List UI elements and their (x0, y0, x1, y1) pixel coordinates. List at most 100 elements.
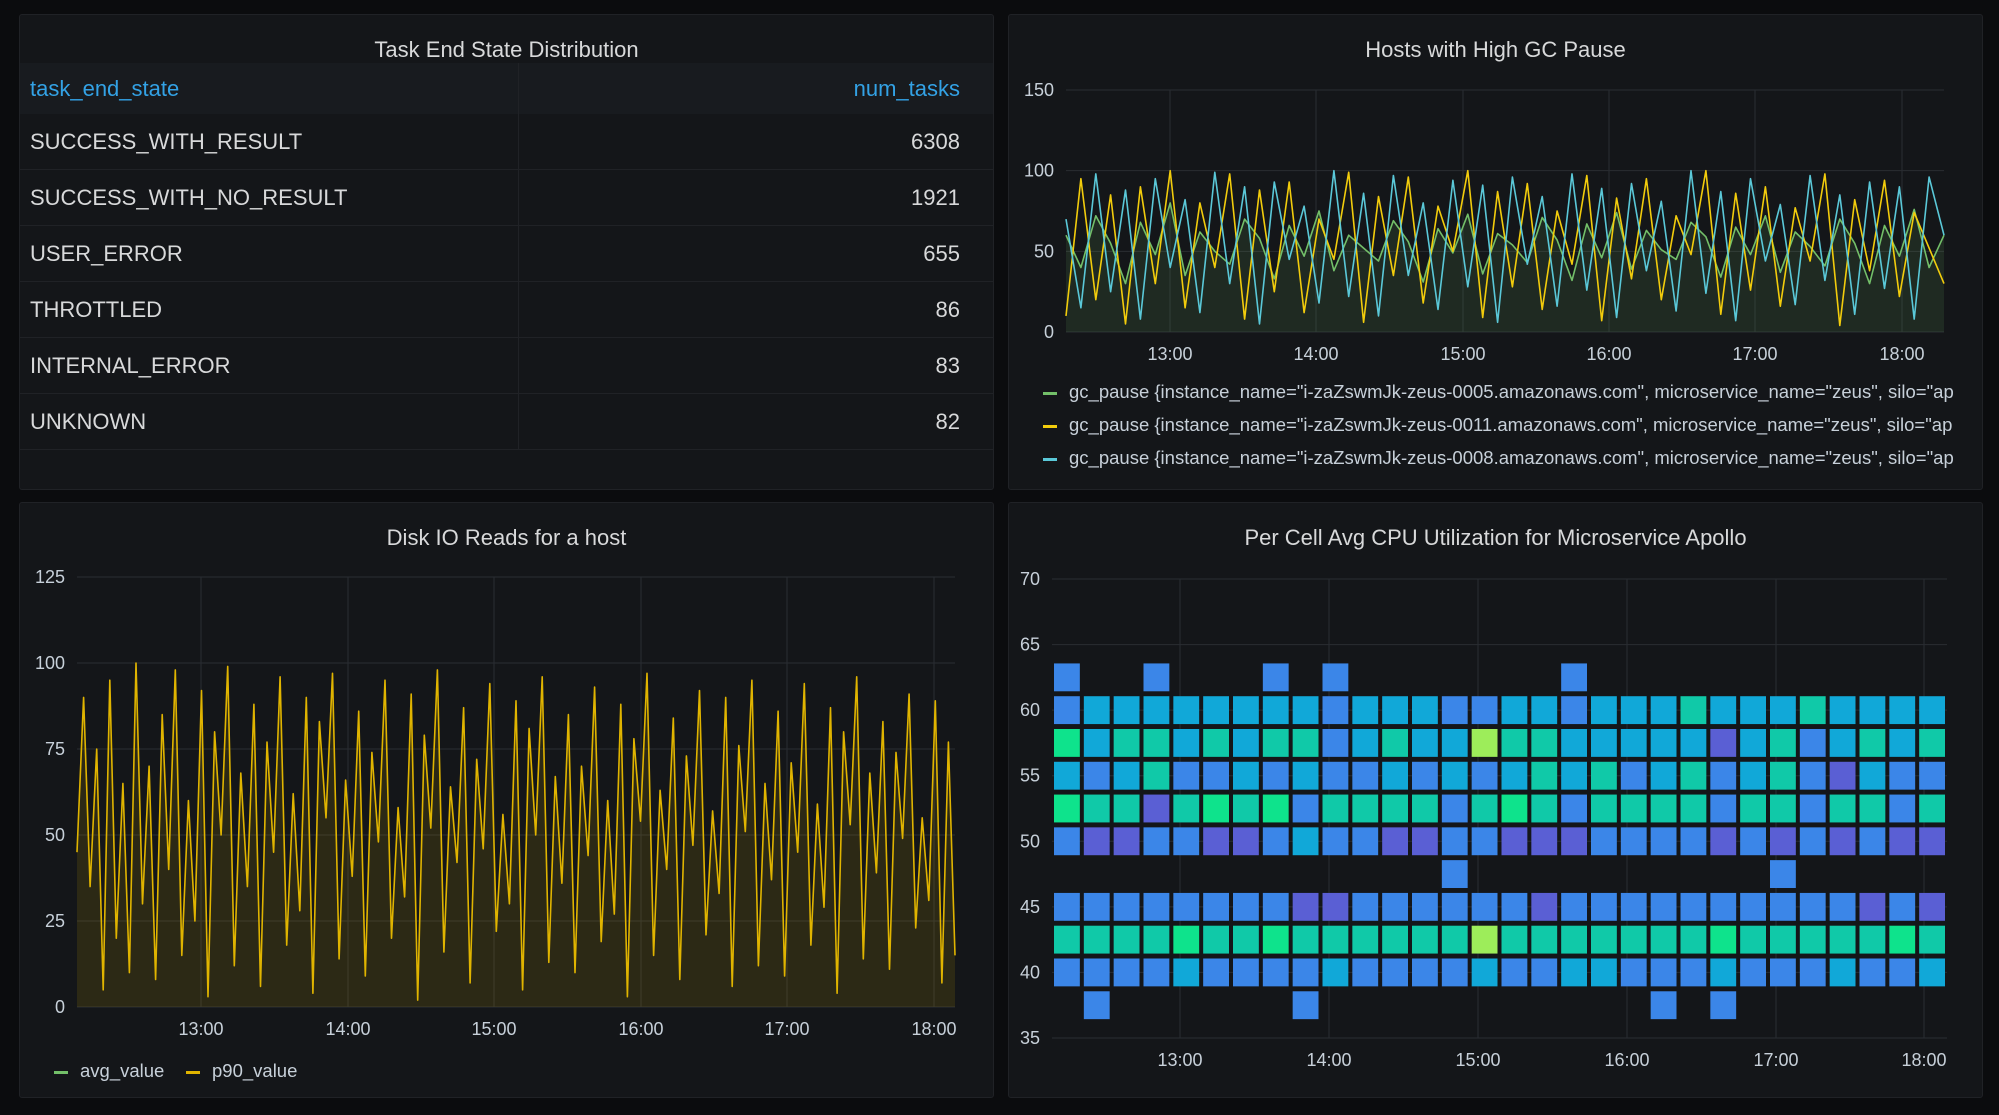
heatmap-cell (1501, 794, 1528, 823)
heatmap-cell (1173, 761, 1200, 790)
heatmap-cell (1561, 958, 1587, 987)
heatmap-cell (1054, 728, 1080, 757)
heatmap-cell (1322, 827, 1349, 856)
x-tick-label: 17:00 (764, 1019, 809, 1039)
cell-count: 6308 (518, 114, 993, 170)
heatmap-cell (1591, 728, 1617, 757)
heatmap-cell (1083, 991, 1110, 1020)
heatmap-cell (1203, 728, 1229, 757)
heatmap-cell (1382, 728, 1408, 757)
heatmap-cell (1292, 991, 1319, 1020)
heatmap-cell (1083, 696, 1110, 725)
heatmap-cell (1173, 958, 1200, 987)
heatmap-cell (1740, 794, 1766, 823)
heatmap-cell (1441, 892, 1468, 921)
heatmap-cell (1889, 696, 1916, 725)
legend-swatch (1043, 457, 1057, 461)
heatmap-cell (1620, 794, 1647, 823)
x-tick-label: 17:00 (1753, 1050, 1798, 1070)
panel-title[interactable]: Task End State Distribution (374, 37, 639, 62)
heatmap-cell (1710, 991, 1737, 1020)
heatmap-cell (1054, 892, 1080, 921)
heatmap-cell (1501, 696, 1528, 725)
heatmap-cell (1501, 761, 1528, 790)
heatmap-cell (1441, 827, 1468, 856)
x-tick-label: 17:00 (1732, 344, 1777, 364)
heatmap-cell (1620, 958, 1647, 987)
series-area (1066, 202, 1944, 332)
heatmap-cell (1680, 761, 1707, 790)
heatmap-cell (1889, 728, 1916, 757)
panel-title[interactable]: Per Cell Avg CPU Utilization for Microse… (1244, 525, 1747, 550)
top-border (0, 0, 1999, 10)
heatmap-cell (1382, 827, 1408, 856)
heatmap-cell (1919, 696, 1945, 725)
heatmap-cell (1441, 728, 1468, 757)
x-tick-label: 13:00 (178, 1019, 223, 1039)
heatmap-cell (1770, 761, 1796, 790)
heatmap-cell (1382, 696, 1408, 725)
panel-title[interactable]: Disk IO Reads for a host (386, 525, 627, 550)
heatmap-cell (1322, 925, 1349, 954)
heatmap-cell (1740, 728, 1766, 757)
heatmap-cell (1919, 728, 1945, 757)
heatmap-cell (1412, 794, 1438, 823)
heatmap-cell (1262, 696, 1289, 725)
heatmap-cell (1382, 794, 1408, 823)
heatmap-cell (1650, 892, 1677, 921)
heatmap-cell (1650, 696, 1677, 725)
heatmap-cell (1083, 761, 1110, 790)
heatmap-cell (1859, 728, 1886, 757)
heatmap-cell (1889, 827, 1916, 856)
heatmap-cell (1710, 925, 1737, 954)
cell-count: 655 (518, 225, 993, 282)
heatmap-cell (1233, 794, 1259, 823)
heatmap-cell (1083, 794, 1110, 823)
heatmap-cell (1531, 827, 1558, 856)
y-tick-label: 65 (1020, 635, 1040, 655)
heatmap-cell (1233, 925, 1259, 954)
series-line (1065, 169, 1945, 327)
heatmap-cell (1650, 728, 1677, 757)
heatmap-cell (1054, 925, 1080, 954)
heatmap-cell (1233, 728, 1259, 757)
heatmap-cell (1203, 827, 1229, 856)
heatmap-cell (1799, 827, 1826, 856)
heatmap-cell (1113, 761, 1140, 790)
heatmap-cell (1054, 827, 1080, 856)
heatmap-cell (1650, 761, 1677, 790)
table-row: INTERNAL_ERROR 83 (20, 337, 993, 394)
heatmap-cell (1650, 991, 1677, 1020)
heatmap-cell (1233, 827, 1259, 856)
heatmap-cell (1322, 696, 1349, 725)
heatmap-cell (1113, 794, 1140, 823)
heatmap-cell (1173, 728, 1200, 757)
heatmap-cell (1233, 892, 1259, 921)
heatmap-cell (1710, 794, 1737, 823)
heatmap-cell (1262, 663, 1289, 692)
cell-state: INTERNAL_ERROR (20, 337, 519, 394)
heatmap-cell (1352, 925, 1379, 954)
heatmap-cell (1650, 794, 1677, 823)
heatmap-cell (1710, 696, 1737, 725)
heatmap-cell (1680, 827, 1707, 856)
heatmap-cell (1591, 794, 1617, 823)
heatmap-cell (1352, 827, 1379, 856)
column-header-num-tasks[interactable]: num_tasks (518, 63, 993, 114)
heatmap-cell (1143, 761, 1170, 790)
x-tick-label: 13:00 (1147, 344, 1192, 364)
heatmap-cell (1680, 728, 1707, 757)
heatmap-cell (1173, 827, 1200, 856)
table-row: UNKNOWN 82 (20, 393, 993, 450)
heatmap-cell (1561, 827, 1587, 856)
heatmap-cell (1889, 925, 1916, 954)
column-header-task-end-state[interactable]: task_end_state (20, 63, 519, 114)
heatmap-cell (1143, 696, 1170, 725)
table-row: USER_ERROR 655 (20, 225, 993, 282)
cell-state: UNKNOWN (20, 393, 519, 450)
heatmap-cell (1770, 958, 1796, 987)
y-tick-label: 35 (1020, 1028, 1040, 1048)
heatmap-cell (1859, 892, 1886, 921)
heatmap-cell (1262, 728, 1289, 757)
panel-title[interactable]: Hosts with High GC Pause (1365, 37, 1626, 62)
